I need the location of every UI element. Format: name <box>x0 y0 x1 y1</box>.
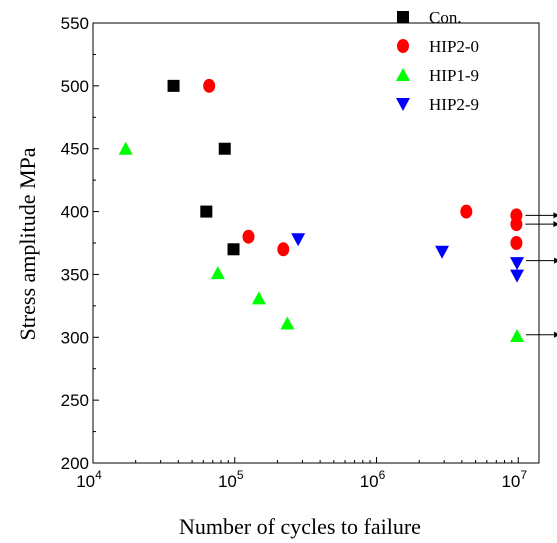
plot-frame <box>92 22 540 464</box>
data-point <box>280 316 295 330</box>
y-tick-label: 450 <box>61 140 89 159</box>
x-tick-label: 104 <box>76 468 102 491</box>
data-point <box>435 245 450 259</box>
runout-arrow-head <box>554 257 557 264</box>
runout-arrow-head <box>553 212 557 219</box>
data-point <box>167 79 180 92</box>
data-point <box>210 266 225 280</box>
data-point <box>510 217 523 232</box>
x-tick-label: 107 <box>501 468 527 491</box>
legend-label: Con. <box>429 8 462 27</box>
data-point <box>397 11 409 23</box>
y-axis-title: Stress amplitude MPa <box>15 147 40 340</box>
x-axis-title: Number of cycles to failure <box>179 514 421 539</box>
data-point <box>242 229 255 244</box>
data-point <box>200 205 213 218</box>
data-point <box>396 98 410 111</box>
data-point <box>227 243 240 256</box>
data-point <box>277 242 290 257</box>
data-point <box>251 291 266 305</box>
data-point <box>396 68 410 81</box>
y-tick-label: 200 <box>61 454 89 473</box>
data-points <box>118 78 525 343</box>
data-point <box>291 233 306 247</box>
y-tick-label: 250 <box>61 391 89 410</box>
runout-arrow-head <box>553 221 557 228</box>
legend: Con. HIP2-0 HIP1-9 HIP2-9 <box>396 8 479 114</box>
runout-arrows <box>525 212 557 338</box>
runout-arrow-head <box>554 331 557 338</box>
data-point <box>397 39 409 53</box>
y-tick-label: 350 <box>61 265 89 284</box>
data-point <box>460 204 473 219</box>
data-point <box>510 269 525 283</box>
data-point <box>203 78 216 93</box>
legend-label: HIP2-9 <box>429 95 479 114</box>
y-tick-label: 300 <box>61 328 89 347</box>
legend-label: HIP2-0 <box>429 37 479 56</box>
data-point <box>510 257 525 271</box>
data-point <box>510 329 525 343</box>
data-point <box>118 141 133 155</box>
y-tick-label: 550 <box>61 14 89 33</box>
y-tick-label: 400 <box>61 203 89 222</box>
x-tick-label: 105 <box>218 468 244 491</box>
y-tick-label: 500 <box>61 77 89 96</box>
legend-label: HIP1-9 <box>429 66 479 85</box>
data-point <box>510 236 523 250</box>
axis-ticks: 200 250 300 350 400 450 500 550 104 105 106 107 <box>61 14 528 491</box>
data-point <box>218 142 231 155</box>
x-tick-label: 106 <box>360 468 386 491</box>
